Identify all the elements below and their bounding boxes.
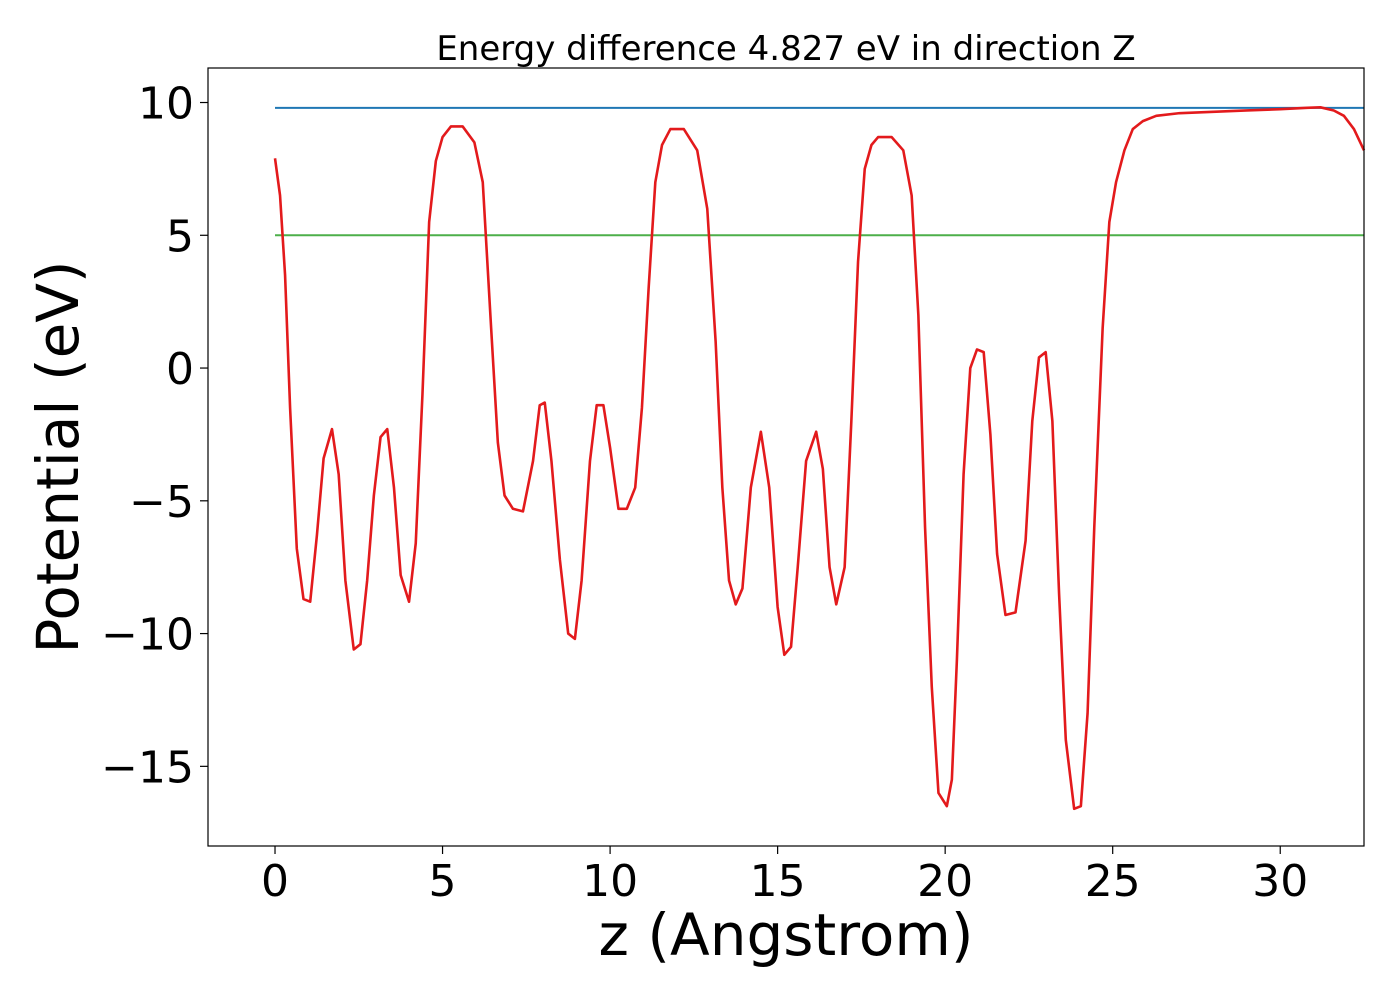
plot-frame <box>207 67 1365 847</box>
x-tick-label: 0 <box>261 856 289 907</box>
y-tick-label: 0 <box>166 344 194 395</box>
plot-area <box>208 68 1364 846</box>
series-potential-line <box>273 106 1366 811</box>
x-tick-label: 15 <box>750 856 806 907</box>
y-axis-label: Potential (eV) <box>24 260 92 653</box>
x-tick-label: 10 <box>582 856 638 907</box>
y-tick-label: −5 <box>129 477 194 528</box>
x-tick-label: 5 <box>429 856 457 907</box>
x-axis-label: z (Angstrom) <box>599 901 974 969</box>
y-tick-label: 5 <box>166 211 194 262</box>
chart-title: Energy difference 4.827 eV in direction … <box>436 29 1135 69</box>
x-tick-label: 25 <box>1085 856 1141 907</box>
y-tick-label: −15 <box>101 742 194 793</box>
y-axis-ticks: −15 −10 −5 0 5 10 <box>101 79 208 793</box>
y-tick-label: −10 <box>101 610 194 661</box>
y-tick-label: 10 <box>138 79 194 130</box>
x-axis-ticks: 0 5 10 15 20 25 30 <box>261 846 1308 907</box>
x-tick-label: 20 <box>917 856 973 907</box>
x-tick-label: 30 <box>1252 856 1308 907</box>
series-layer <box>273 106 1366 811</box>
